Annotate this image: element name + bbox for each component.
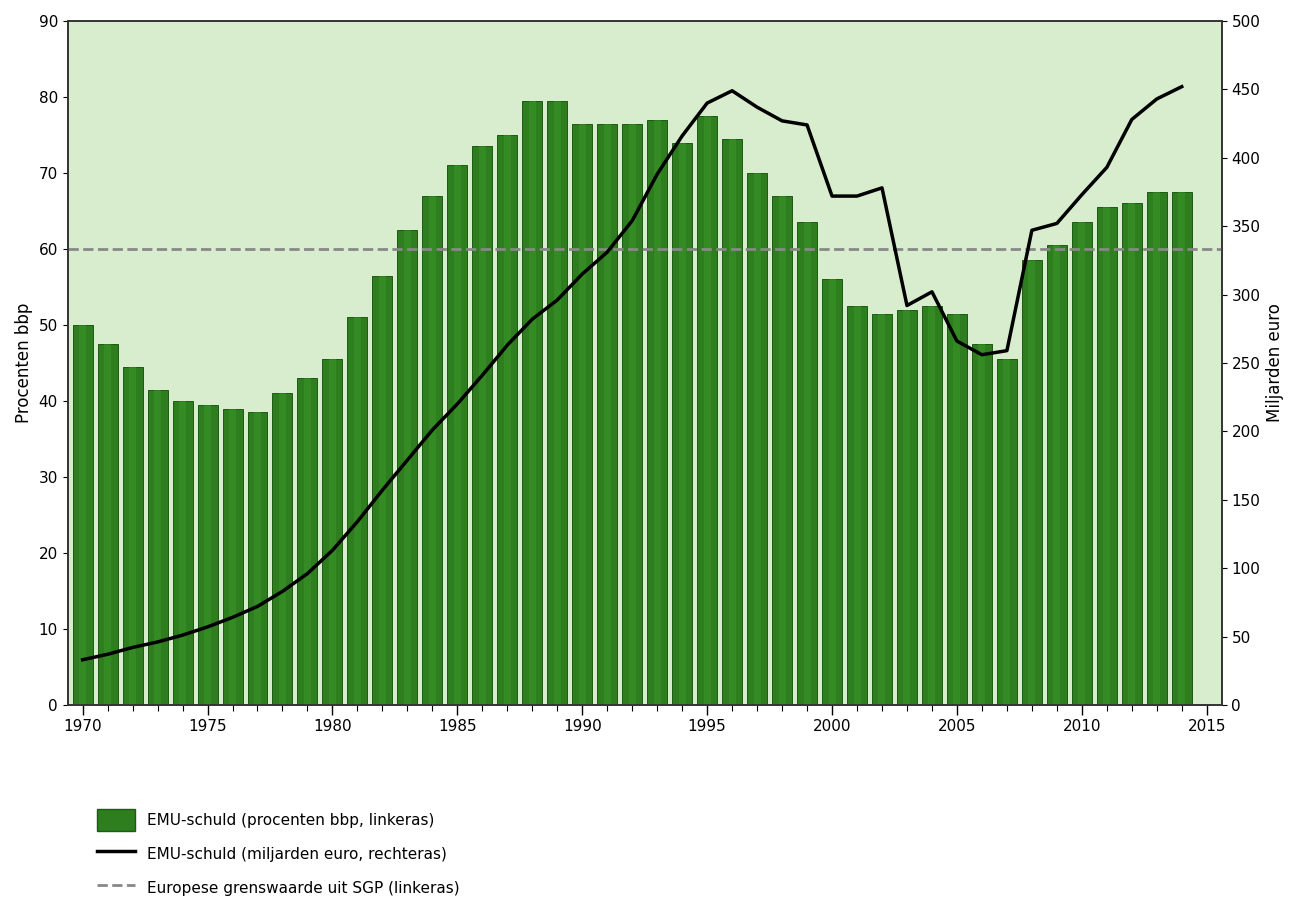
Bar <box>972 344 992 705</box>
Bar <box>204 405 210 705</box>
Bar <box>579 123 586 705</box>
Bar <box>1003 359 1011 705</box>
Bar <box>397 230 417 705</box>
Bar <box>379 275 386 705</box>
Bar <box>329 359 336 705</box>
Bar <box>978 344 986 705</box>
Bar <box>1172 192 1191 705</box>
Bar <box>322 359 343 705</box>
Y-axis label: Procenten bbp: Procenten bbp <box>16 303 32 423</box>
Bar <box>573 123 592 705</box>
Bar <box>853 306 860 705</box>
Bar <box>248 412 268 705</box>
Bar <box>1078 222 1086 705</box>
Bar <box>255 412 261 705</box>
Bar <box>1029 260 1035 705</box>
Bar <box>929 306 935 705</box>
Bar <box>1072 222 1092 705</box>
Bar <box>104 344 112 705</box>
Bar <box>148 389 168 705</box>
Bar <box>898 310 917 705</box>
Bar <box>629 123 635 705</box>
Bar <box>404 230 410 705</box>
Y-axis label: Miljarden euro: Miljarden euro <box>1267 303 1283 422</box>
Bar <box>429 196 436 705</box>
Bar <box>704 116 711 705</box>
Bar <box>829 280 835 705</box>
Legend: EMU-schuld (procenten bbp, linkeras), EMU-schuld (miljarden euro, rechteras), Eu: EMU-schuld (procenten bbp, linkeras), EM… <box>91 803 466 905</box>
Bar <box>173 401 192 705</box>
Bar <box>279 393 286 705</box>
Bar <box>155 389 161 705</box>
Bar <box>798 222 817 705</box>
Bar <box>373 275 392 705</box>
Bar <box>304 378 310 705</box>
Bar <box>747 173 768 705</box>
Bar <box>647 120 668 705</box>
Bar <box>547 101 568 705</box>
Bar <box>1047 245 1066 705</box>
Bar <box>698 116 717 705</box>
Bar <box>522 101 542 705</box>
Bar <box>479 146 486 705</box>
Bar <box>504 135 511 705</box>
Bar <box>678 143 686 705</box>
Bar <box>179 401 186 705</box>
Bar <box>622 123 642 705</box>
Bar <box>604 123 611 705</box>
Bar <box>753 173 761 705</box>
Bar <box>1022 260 1042 705</box>
Bar <box>529 101 535 705</box>
Bar <box>353 317 361 705</box>
Bar <box>122 367 143 705</box>
Bar <box>729 139 735 705</box>
Bar <box>653 120 661 705</box>
Bar <box>273 393 292 705</box>
Bar <box>996 359 1017 705</box>
Bar <box>772 196 792 705</box>
Bar <box>778 196 786 705</box>
Bar <box>129 367 136 705</box>
Bar <box>73 325 92 705</box>
Bar <box>1103 207 1111 705</box>
Bar <box>1147 192 1167 705</box>
Bar <box>598 123 617 705</box>
Bar <box>422 196 443 705</box>
Bar <box>79 325 86 705</box>
Bar <box>1178 192 1185 705</box>
Bar <box>1129 204 1135 705</box>
Bar <box>904 310 911 705</box>
Bar <box>1122 204 1142 705</box>
Bar <box>722 139 742 705</box>
Bar <box>222 409 243 705</box>
Bar <box>804 222 811 705</box>
Bar <box>453 165 461 705</box>
Bar <box>878 314 886 705</box>
Bar <box>473 146 492 705</box>
Bar <box>1053 245 1060 705</box>
Bar <box>872 314 892 705</box>
Bar <box>1096 207 1117 705</box>
Bar <box>498 135 517 705</box>
Bar <box>553 101 561 705</box>
Bar <box>1154 192 1160 705</box>
Bar <box>297 378 317 705</box>
Bar <box>447 165 468 705</box>
Bar <box>197 405 217 705</box>
Bar <box>922 306 942 705</box>
Bar <box>822 280 842 705</box>
Bar <box>97 344 118 705</box>
Bar <box>947 314 966 705</box>
Bar <box>229 409 236 705</box>
Bar <box>672 143 692 705</box>
Bar <box>347 317 368 705</box>
Bar <box>847 306 866 705</box>
Bar <box>953 314 960 705</box>
